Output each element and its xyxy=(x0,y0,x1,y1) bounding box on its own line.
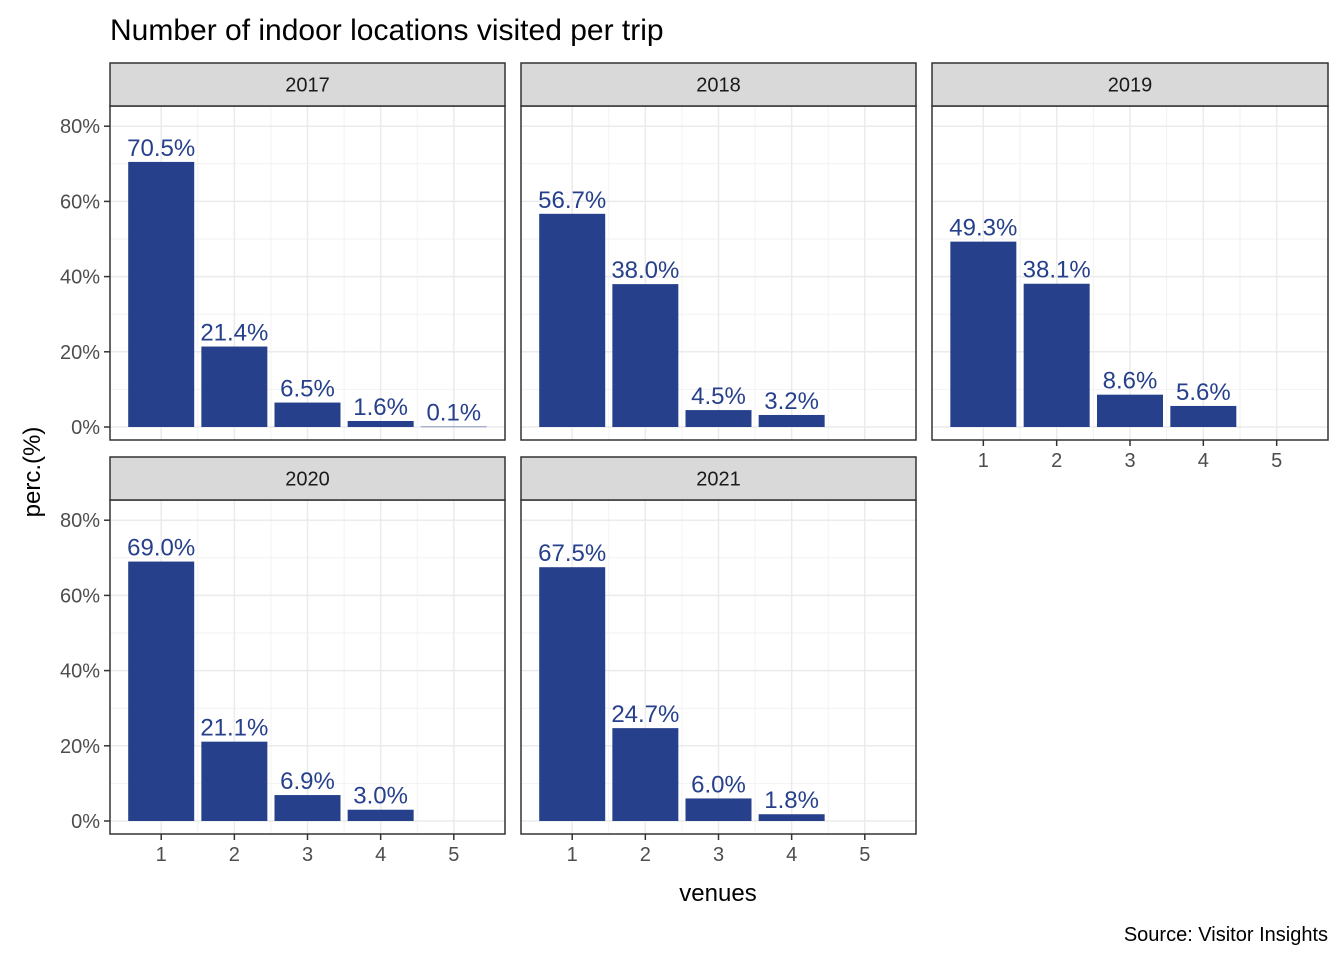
y-tick-label: 60% xyxy=(60,585,100,607)
bar-2020-1 xyxy=(128,561,195,821)
data-label: 0.1% xyxy=(426,400,481,427)
bar-2017-4 xyxy=(347,420,414,427)
x-tick-label: 5 xyxy=(448,844,459,866)
x-axis-label: venues xyxy=(679,880,756,907)
x-tick-label: 1 xyxy=(156,844,167,866)
y-tick-label: 0% xyxy=(71,417,100,439)
data-label: 6.5% xyxy=(280,376,335,403)
data-label: 5.6% xyxy=(1176,379,1231,406)
facet-panel-2021: 67.5% 24.7% 6.0% 1.8% 2021 1 2 3 4 5 xyxy=(520,456,917,866)
bar-2020-2 xyxy=(201,741,268,821)
bar-2017-2 xyxy=(201,346,268,427)
y-tick-label: 80% xyxy=(60,116,100,138)
data-label: 67.5% xyxy=(538,540,606,567)
data-label: 24.7% xyxy=(611,701,679,728)
bar-2019-2 xyxy=(1023,283,1090,427)
x-tick-label: 4 xyxy=(375,844,386,866)
x-tick-label: 1 xyxy=(567,844,578,866)
facet-panels: 70.5%21.4%6.5%1.6% 0.1%20170%20%40%60%80%… xyxy=(60,62,1329,866)
data-label: 6.9% xyxy=(280,768,335,795)
x-tick-label: 3 xyxy=(302,844,313,866)
data-label: 1.6% xyxy=(353,394,408,421)
data-label: 3.2% xyxy=(764,388,819,415)
facet-panel-2017: 70.5% 21.4% 6.5% 1.6% 0.1% 2017 0% 20% 40% 60% 80% xyxy=(60,62,506,441)
data-label: 3.0% xyxy=(353,783,408,810)
bar-2018-1 xyxy=(539,213,606,427)
x-tick-label: 3 xyxy=(1124,450,1135,472)
y-tick-label: 80% xyxy=(60,510,100,532)
x-tick-label: 2 xyxy=(1051,450,1062,472)
data-label: 38.0% xyxy=(611,257,679,284)
data-label: 70.5% xyxy=(127,135,195,162)
data-label: 21.1% xyxy=(200,715,268,742)
x-tick-label: 5 xyxy=(859,844,870,866)
facet-strip xyxy=(109,62,506,107)
facet-strip-label: 2019 xyxy=(1108,75,1153,97)
x-tick-label: 5 xyxy=(1271,450,1282,472)
y-tick-label: 0% xyxy=(71,811,100,833)
data-label: 21.4% xyxy=(200,320,268,347)
facet-panel-2019: 49.3%38.1% 8.6% 5.6% 2019 1 2 3 4 5 xyxy=(931,62,1329,472)
bar-2018-4 xyxy=(758,414,825,427)
y-axis-label: perc.(%) xyxy=(19,427,46,518)
y-tick-label: 40% xyxy=(60,661,100,683)
facet-panel-2018: 56.7% 38.0% 4.5% 3.2% 2018 xyxy=(520,62,917,441)
y-tick-label: 20% xyxy=(60,736,100,758)
facet-panel-2020: 69.0% 21.1% 6.9% 3.0% 2020 0% 20% 40% 60% 80% 1 2 3 4… xyxy=(60,456,506,866)
data-label: 49.3% xyxy=(949,215,1017,242)
x-tick-label: 2 xyxy=(229,844,240,866)
bar-2019-3 xyxy=(1097,394,1163,427)
facet-strip xyxy=(109,456,506,501)
bar-2021-3 xyxy=(685,798,752,821)
facet-strip-label: 2020 xyxy=(285,469,330,491)
facet-strip-label: 2017 xyxy=(285,75,330,97)
y-tick-label: 40% xyxy=(60,267,100,289)
x-tick-label: 2 xyxy=(640,844,651,866)
data-label: 8.6% xyxy=(1103,368,1158,395)
bar-2021-4 xyxy=(758,814,825,821)
data-label: 1.8% xyxy=(764,787,819,814)
bar-2017-1 xyxy=(128,161,195,428)
data-label: 4.5% xyxy=(691,383,746,410)
data-label: 56.7% xyxy=(538,187,606,214)
bar-2020-3 xyxy=(274,795,341,821)
facet-strip-label: 2021 xyxy=(696,469,741,491)
bar-2020-4 xyxy=(347,809,414,821)
chart-title: Number of indoor locations visited per t… xyxy=(110,14,664,47)
bar-2018-3 xyxy=(685,410,752,427)
x-tick-label: 1 xyxy=(978,450,989,472)
data-label: 69.0% xyxy=(127,535,195,562)
facet-strip-label: 2018 xyxy=(696,75,741,97)
x-tick-label: 4 xyxy=(786,844,797,866)
bar-2019-4 xyxy=(1170,405,1237,427)
bar-2019-1 xyxy=(950,241,1017,427)
facet-strip xyxy=(931,62,1329,107)
source-caption: Source: Visitor Insights xyxy=(1124,924,1328,946)
x-tick-label: 3 xyxy=(713,844,724,866)
x-tick-label: 4 xyxy=(1198,450,1209,472)
facet-strip xyxy=(520,456,917,501)
y-tick-label: 20% xyxy=(60,342,100,364)
bar-2017-5 xyxy=(420,426,487,428)
bar-2018-2 xyxy=(612,284,679,427)
data-label: 38.1% xyxy=(1023,257,1091,284)
bar-2017-3 xyxy=(274,402,341,427)
facet-strip xyxy=(520,62,917,107)
bar-2021-1 xyxy=(539,567,606,821)
y-tick-label: 60% xyxy=(60,191,100,213)
bar-2021-2 xyxy=(612,728,679,821)
data-label: 6.0% xyxy=(691,771,746,798)
